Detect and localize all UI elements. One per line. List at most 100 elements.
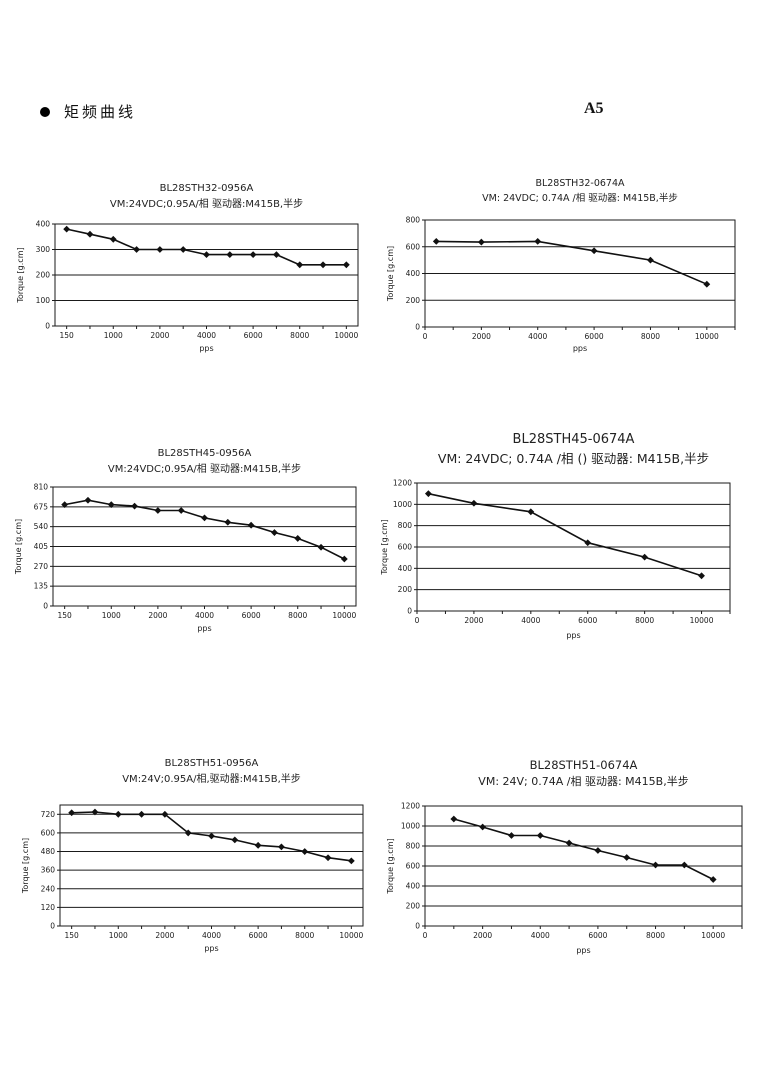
chart-subtitle: VM: 24VDC; 0.74A /相 驱动器: M415B,半步 xyxy=(482,193,678,204)
x-tick-label: 0 xyxy=(415,616,420,625)
plot-border xyxy=(416,482,731,612)
x-tick-label: 150 xyxy=(57,611,72,620)
x-tick-label: 4000 xyxy=(195,611,214,620)
data-point-marker xyxy=(424,490,432,498)
y-tick-label: 200 xyxy=(36,271,51,280)
x-tick-label: 6000 xyxy=(242,611,261,620)
x-tick-label: 6000 xyxy=(249,931,268,940)
x-tick-label: 6000 xyxy=(244,331,263,340)
x-tick-label: 150 xyxy=(64,931,79,940)
y-tick-label: 0 xyxy=(415,922,420,931)
y-tick-label: 135 xyxy=(34,582,49,591)
data-point-marker xyxy=(652,861,659,869)
y-tick-label: 400 xyxy=(406,269,421,278)
bullet-icon xyxy=(40,106,50,117)
data-point-marker xyxy=(278,843,285,851)
torque-frequency-plot: 0 135 270 405 540 675 810 150 1000 2000 4000 6000 80… xyxy=(14,483,357,633)
data-point-marker xyxy=(226,251,234,258)
plot-border xyxy=(424,805,743,927)
y-tick-label: 600 xyxy=(406,242,421,251)
y-tick-label: 810 xyxy=(34,483,49,492)
x-tick-label: 2000 xyxy=(464,616,483,625)
y-tick-label: 400 xyxy=(398,564,413,573)
data-point-marker xyxy=(138,810,145,818)
y-tick-label: 600 xyxy=(398,543,413,552)
data-point-marker xyxy=(536,832,544,839)
data-point-marker xyxy=(319,261,327,269)
x-tick-label: 1000 xyxy=(104,331,123,340)
chart-title: BL28STH51-0956A xyxy=(164,758,259,769)
data-point-marker xyxy=(534,238,542,245)
data-point-marker xyxy=(296,261,304,269)
chart-subtitle: VM:24V;0.95A/相,驱动器:M415B,半步 xyxy=(122,774,301,785)
x-tick-label: 8000 xyxy=(641,332,660,341)
y-axis-title: Torque [g.cm] xyxy=(16,247,25,303)
x-tick-label: 8000 xyxy=(295,931,314,940)
y-tick-label: 800 xyxy=(406,216,421,225)
data-point-marker xyxy=(131,502,138,510)
chart-title: BL28STH45-0674A xyxy=(512,432,635,447)
data-point-marker xyxy=(161,810,169,818)
section-header: 矩频曲线 xyxy=(40,101,136,122)
data-point-marker xyxy=(224,518,232,526)
x-tick-label: 10000 xyxy=(701,931,725,940)
data-point-marker xyxy=(527,508,535,516)
data-point-marker xyxy=(201,514,208,522)
x-tick-label: 8000 xyxy=(288,611,307,620)
torque-frequency-plot: 0 120 240 360 480 600 720 150 1000 2000 4000 6000 80… xyxy=(21,804,364,953)
data-point-marker xyxy=(340,555,348,563)
data-point-marker xyxy=(107,501,115,509)
chart-title: BL28STH45-0956A xyxy=(157,448,252,459)
data-point-marker xyxy=(247,521,255,529)
data-point-marker xyxy=(68,809,76,817)
y-tick-label: 0 xyxy=(415,323,420,332)
y-tick-label: 100 xyxy=(36,296,51,305)
y-tick-label: 800 xyxy=(398,521,413,530)
page-number: A5 xyxy=(584,100,604,117)
series-line xyxy=(66,228,347,266)
x-tick-label: 10000 xyxy=(332,611,356,620)
data-point-marker xyxy=(623,854,631,861)
chart-bl28sth45-0674a: BL28STH45-0674A VM: 24VDC; 0.74A /相 () 驱… xyxy=(378,432,746,641)
y-tick-label: 600 xyxy=(41,828,56,837)
chart-titles: BL28STH45-0674A VM: 24VDC; 0.74A /相 () 驱… xyxy=(378,432,746,467)
y-axis-title: Torque [g.cm] xyxy=(21,838,30,894)
data-point-marker xyxy=(114,810,122,818)
chart-titles: BL28STH45-0956A VM:24VDC;0.95A/相 驱动器:M41… xyxy=(12,448,370,475)
y-tick-label: 300 xyxy=(36,245,51,254)
chart-subtitle: VM:24VDC;0.95A/相 驱动器:M415B,半步 xyxy=(109,199,304,210)
data-point-marker xyxy=(177,507,185,514)
y-axis-title: Torque [g.cm] xyxy=(386,838,395,894)
chart-bl28sth45-0956a: BL28STH45-0956A VM:24VDC;0.95A/相 驱动器:M41… xyxy=(12,448,370,634)
y-tick-label: 1000 xyxy=(393,500,412,509)
x-tick-label: 4000 xyxy=(202,931,221,940)
data-point-marker xyxy=(479,823,487,831)
data-point-marker xyxy=(249,251,257,258)
data-point-marker xyxy=(231,836,239,844)
data-point-marker xyxy=(594,847,602,854)
data-point-marker xyxy=(84,496,92,504)
y-tick-label: 540 xyxy=(34,522,49,531)
x-tick-label: 10000 xyxy=(334,331,358,340)
chart-title: BL28STH32-0674A xyxy=(535,178,625,189)
y-tick-label: 240 xyxy=(41,884,56,893)
data-point-marker xyxy=(63,225,71,233)
y-axis-title: Torque [g.cm] xyxy=(386,246,395,302)
x-axis-title: pps xyxy=(197,624,211,633)
series-line xyxy=(64,499,345,560)
x-tick-label: 8000 xyxy=(635,616,654,625)
data-point-marker xyxy=(271,529,278,536)
x-tick-label: 10000 xyxy=(690,616,714,625)
x-tick-label: 10000 xyxy=(339,931,363,940)
chart-titles: BL28STH51-0674A VM: 24V; 0.74A /相 驱动器: M… xyxy=(384,758,750,789)
y-tick-label: 270 xyxy=(34,562,49,571)
y-tick-label: 360 xyxy=(41,866,56,875)
x-tick-label: 8000 xyxy=(646,931,665,940)
data-point-marker xyxy=(342,261,350,269)
x-axis-title: pps xyxy=(576,946,590,955)
y-tick-label: 1200 xyxy=(393,479,412,488)
y-tick-label: 405 xyxy=(34,542,49,551)
data-point-marker xyxy=(709,876,717,883)
data-point-marker xyxy=(301,848,309,855)
